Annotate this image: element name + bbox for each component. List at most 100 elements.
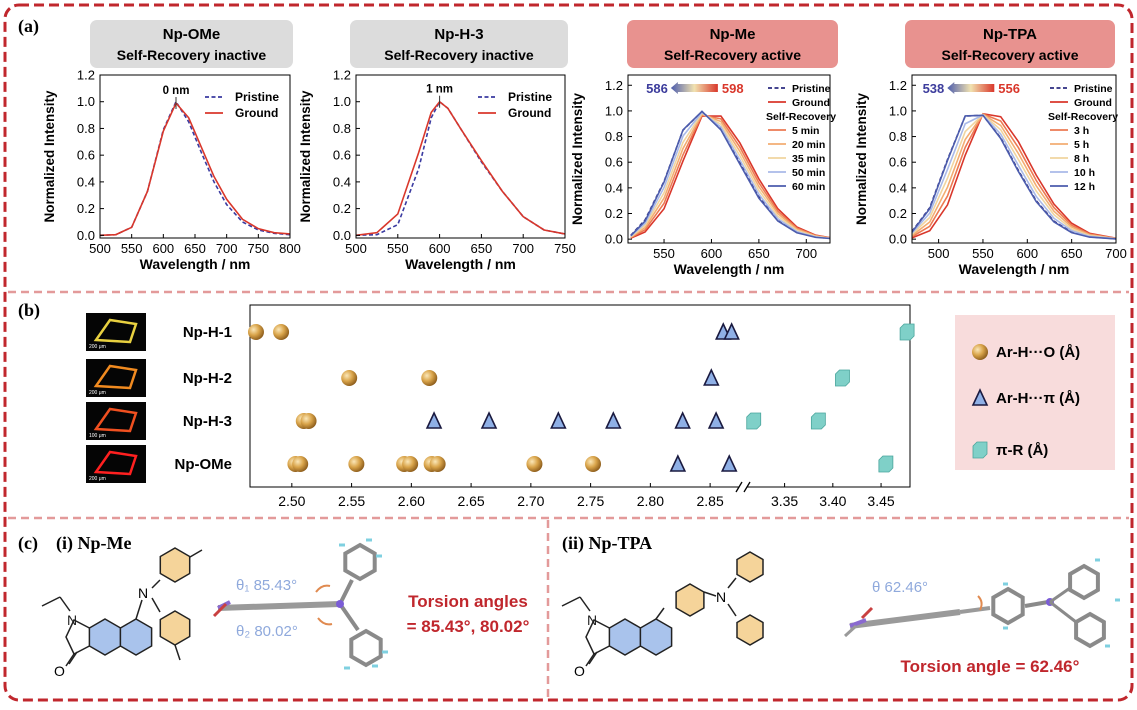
lactam-ring xyxy=(585,618,610,656)
triangle-marker xyxy=(707,411,725,429)
bond xyxy=(959,606,991,614)
y-axis-label: Normalized Intensity xyxy=(570,92,585,225)
outer-border xyxy=(3,3,1134,702)
triangle-marker xyxy=(674,411,691,429)
chart: Np-H-3 Self-Recovery inactive 500 550 600 650… xyxy=(298,20,576,272)
ring xyxy=(343,542,377,582)
x-tick-label: 500 xyxy=(928,246,950,261)
x-tick-label: 2.55 xyxy=(338,493,365,509)
y-tick-label: 0.2 xyxy=(605,206,623,221)
crystal xyxy=(93,364,138,390)
plot-frame xyxy=(627,74,831,244)
y-axis-label: Normalized Intensity xyxy=(298,90,313,223)
legend-label: 8 h xyxy=(1074,153,1089,165)
x-tick-label: 500 xyxy=(89,241,111,256)
bond xyxy=(212,602,228,618)
x-tick-label: 2.80 xyxy=(637,493,664,509)
x-tick-label: 700 xyxy=(216,241,238,256)
y-tick-label: 0.6 xyxy=(889,155,907,170)
x-tick-label: 2.65 xyxy=(457,493,484,509)
plot-frame xyxy=(911,74,1117,244)
atom-label: O xyxy=(54,663,65,679)
triangle-marker xyxy=(550,411,567,429)
y-tick-label: 0.0 xyxy=(77,228,95,243)
legend-label: Pristine xyxy=(1074,83,1113,95)
triangle-marker xyxy=(669,454,687,472)
panel-label: (b) xyxy=(18,300,40,321)
y-tick-label: 1.2 xyxy=(605,78,623,93)
bond xyxy=(588,651,598,665)
atom-label: N xyxy=(67,612,77,628)
bond xyxy=(68,651,78,665)
series-line xyxy=(630,111,830,240)
chart-header xyxy=(627,20,838,68)
bond xyxy=(849,618,867,628)
chart: 200 μm 200 μm 100 μm 200 μm Np-H-1 Np-H-2 Np-H… xyxy=(86,304,1115,509)
triangle-marker xyxy=(723,322,740,340)
y-tick-label: 0.2 xyxy=(77,201,95,216)
bond xyxy=(727,577,737,589)
series-line xyxy=(912,113,1116,240)
x-tick-label: 3.40 xyxy=(819,493,846,509)
y-tick-label: 0.6 xyxy=(77,148,95,163)
annotation: 1 nm xyxy=(426,84,453,96)
x-tick-label: 700 xyxy=(512,241,534,256)
chart: Np-TPA Self-Recovery active 500 550 600 650 70… xyxy=(854,20,1127,277)
y-tick-label: 0.6 xyxy=(605,155,623,170)
y-tick-label: 0.6 xyxy=(333,148,351,163)
bond xyxy=(843,624,858,638)
annotation: 0 nm xyxy=(163,85,190,97)
x-tick-label: 3.35 xyxy=(771,493,798,509)
scale-label: 200 μm xyxy=(89,390,106,396)
x-tick-label: 650 xyxy=(184,241,206,256)
sphere-marker xyxy=(585,456,601,472)
bond xyxy=(151,579,161,589)
y-tick-label: Np-OMe xyxy=(175,456,233,473)
x-tick-label: 650 xyxy=(748,246,770,261)
bond xyxy=(1049,586,1071,604)
x-tick-label: 550 xyxy=(972,246,994,261)
legend-label: 35 min xyxy=(792,153,825,165)
series-line xyxy=(912,113,1116,240)
sphere-marker xyxy=(247,324,264,340)
bond xyxy=(860,606,874,620)
y-tick-label: 1.2 xyxy=(333,68,351,83)
triangle-marker xyxy=(720,454,738,472)
legend-label: Ground xyxy=(235,106,278,120)
legend-label: 3 h xyxy=(1074,125,1089,137)
triangle-marker xyxy=(425,411,443,429)
angle-arc xyxy=(317,617,333,626)
scale-label: 100 μm xyxy=(89,433,106,439)
cube-marker xyxy=(899,323,915,341)
angle-arc xyxy=(977,595,983,611)
bond xyxy=(849,609,961,629)
legend-label: 5 h xyxy=(1074,139,1089,151)
bond xyxy=(579,596,591,612)
x-tick-label: 550 xyxy=(653,246,675,261)
ring xyxy=(159,610,191,646)
legend-subtitle: Self-Recovery xyxy=(1048,111,1118,123)
bond xyxy=(174,644,181,661)
legend-label: 10 h xyxy=(1074,167,1095,179)
bond xyxy=(338,602,360,632)
lactam-ring xyxy=(65,618,90,656)
legend-label: Ground xyxy=(1074,97,1112,109)
legend-label: 5 min xyxy=(792,125,819,137)
bond xyxy=(135,599,143,620)
cube-marker xyxy=(810,412,826,430)
y-tick-label: 0.2 xyxy=(889,206,907,221)
bond xyxy=(189,549,203,558)
series-line xyxy=(912,112,1116,240)
ring xyxy=(991,586,1025,626)
shift-arrow xyxy=(670,82,718,94)
series-line xyxy=(630,112,830,240)
bond xyxy=(41,596,61,607)
y-tick-label: 0.8 xyxy=(605,129,623,144)
atom-label: N xyxy=(716,589,726,605)
x-tick-label: 2.75 xyxy=(577,493,604,509)
crystal xyxy=(93,318,138,344)
ring xyxy=(159,547,191,583)
x-tick-label: 550 xyxy=(121,241,143,256)
legend-label: Pristine xyxy=(792,83,831,95)
